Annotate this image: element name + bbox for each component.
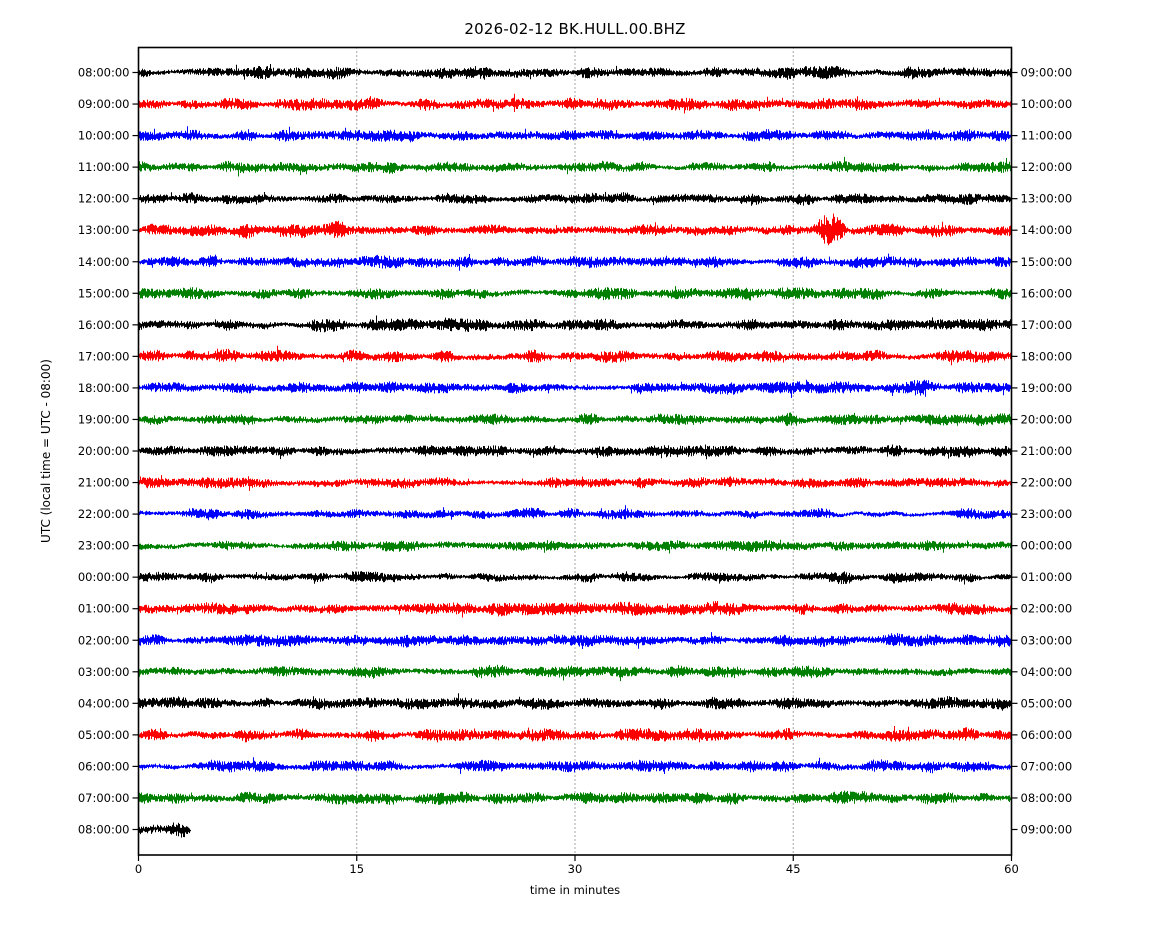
y-tick-label-utc: 09:00:00 (78, 97, 130, 111)
y-tick-label-local: 14:00:00 (1021, 223, 1073, 237)
y-tick-label-local: 09:00:00 (1021, 66, 1073, 80)
y-tick-label-utc: 12:00:00 (78, 192, 130, 206)
x-tick-label: 0 (135, 862, 142, 876)
trace-row-9-17:00:00 (138, 345, 1012, 366)
y-tick-label-utc: 19:00:00 (78, 412, 130, 426)
y-tick-label-utc: 17:00:00 (78, 349, 130, 363)
y-tick-label-utc: 13:00:00 (78, 223, 130, 237)
y-tick-label-utc: 04:00:00 (78, 696, 130, 710)
y-tick-label-utc: 02:00:00 (78, 633, 130, 647)
y-tick-label-utc: 20:00:00 (78, 444, 130, 458)
trace-row-8-16:00:00 (138, 315, 1012, 333)
y-tick-label-local: 08:00:00 (1021, 791, 1073, 805)
y-tick-label-local: 16:00:00 (1021, 286, 1073, 300)
gridlines-layer (356, 47, 794, 855)
y-tick-label-local: 13:00:00 (1021, 192, 1073, 206)
axes-layer: 08:00:00 09:00:00 09:00:00 10:00:00 10:00:00… (78, 46, 1073, 876)
y-tick-label-local: 04:00:00 (1021, 665, 1073, 679)
plot-title: 2026-02-12 BK.HULL.00.BHZ (464, 20, 686, 38)
x-tick-label: 30 (568, 862, 583, 876)
y-tick-label-local: 21:00:00 (1021, 444, 1073, 458)
y-tick-label-utc: 22:00:00 (78, 507, 130, 521)
trace-row-19-03:00:00 (138, 664, 1012, 682)
trace-row-0-08:00:00 (138, 64, 1012, 80)
y-tick-label-local: 10:00:00 (1021, 97, 1073, 111)
y-tick-label-local: 05:00:00 (1021, 696, 1073, 710)
y-tick-label-utc: 11:00:00 (78, 160, 130, 174)
trace-row-15-23:00:00 (138, 539, 1012, 554)
x-tick-label: 60 (1004, 862, 1019, 876)
y-tick-label-utc: 23:00:00 (78, 539, 130, 553)
y-tick-label-local: 01:00:00 (1021, 570, 1073, 584)
y-tick-label-local: 09:00:00 (1021, 823, 1073, 837)
y-tick-label-local: 22:00:00 (1021, 476, 1073, 490)
trace-row-10-18:00:00 (138, 379, 1012, 398)
y-tick-label-utc: 06:00:00 (78, 759, 130, 773)
y-tick-label-local: 20:00:00 (1021, 412, 1073, 426)
y-tick-label-utc: 08:00:00 (78, 66, 130, 80)
y-tick-label-utc: 00:00:00 (78, 570, 130, 584)
y-tick-label-utc: 10:00:00 (78, 129, 130, 143)
y-tick-label-utc: 18:00:00 (78, 381, 130, 395)
y-tick-label-local: 19:00:00 (1021, 381, 1073, 395)
y-tick-label-local: 12:00:00 (1021, 160, 1073, 174)
y-tick-label-utc: 16:00:00 (78, 318, 130, 332)
trace-row-17-01:00:00 (138, 601, 1012, 618)
y-tick-label-utc: 08:00:00 (78, 823, 130, 837)
trace-row-24-08:00:00 (138, 822, 191, 838)
x-axis-label: time in minutes (529, 883, 621, 897)
trace-row-23-07:00:00 (138, 790, 1012, 805)
y-tick-label-local: 15:00:00 (1021, 255, 1073, 269)
y-tick-label-local: 07:00:00 (1021, 759, 1073, 773)
trace-row-1-09:00:00 (138, 93, 1012, 114)
trace-row-16-00:00:00 (138, 571, 1012, 585)
y-tick-label-utc: 05:00:00 (78, 728, 130, 742)
y-tick-label-local: 18:00:00 (1021, 349, 1073, 363)
traces-layer (138, 64, 1012, 838)
x-tick-label: 45 (786, 862, 801, 876)
y-tick-label-utc: 21:00:00 (78, 476, 130, 490)
y-tick-label-local: 17:00:00 (1021, 318, 1073, 332)
y-tick-label-local: 23:00:00 (1021, 507, 1073, 521)
y-tick-label-utc: 01:00:00 (78, 602, 130, 616)
y-tick-label-utc: 03:00:00 (78, 665, 130, 679)
y-tick-label-local: 02:00:00 (1021, 602, 1073, 616)
y-tick-label-utc: 15:00:00 (78, 286, 130, 300)
y-tick-label-utc: 07:00:00 (78, 791, 130, 805)
y-tick-label-local: 00:00:00 (1021, 539, 1073, 553)
trace-row-13-21:00:00 (138, 475, 1012, 491)
trace-row-18-02:00:00 (138, 632, 1012, 649)
y-tick-label-utc: 14:00:00 (78, 255, 130, 269)
trace-row-12-20:00:00 (138, 444, 1012, 460)
y-tick-label-local: 03:00:00 (1021, 633, 1073, 647)
y-tick-label-local: 06:00:00 (1021, 728, 1073, 742)
x-tick-label: 15 (349, 862, 364, 876)
y-tick-label-local: 11:00:00 (1021, 129, 1073, 143)
